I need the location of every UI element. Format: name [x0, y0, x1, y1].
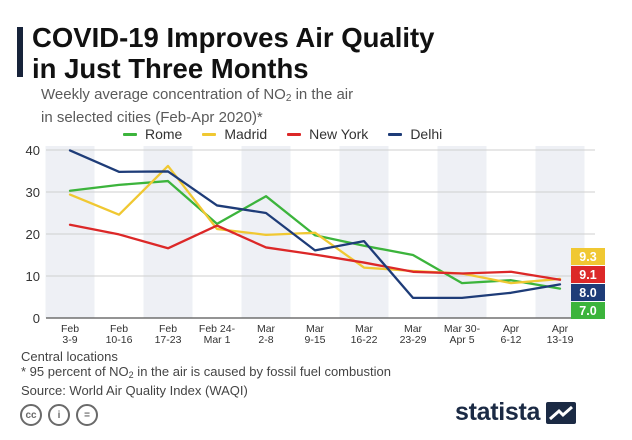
column-band [143, 146, 193, 318]
x-tick-label: Feb 17-23 [155, 323, 182, 346]
legend-label: Delhi [410, 126, 443, 142]
end-value-badge [571, 248, 605, 265]
x-tick-label: Mar 2-8 [257, 323, 276, 346]
legend-label: Rome [145, 126, 183, 142]
y-tick-label: 40 [26, 143, 40, 158]
note-fossil-fuel: * 95 percent of NO2 in the air is caused… [21, 364, 391, 383]
end-value-label: 8.0 [579, 286, 596, 300]
x-tick-label: Apr 6-12 [500, 323, 521, 346]
attribution-icon-text: i [57, 409, 61, 421]
legend-swatch [202, 132, 217, 136]
note-fossil-pre: * 95 percent of NO [21, 364, 129, 379]
subtitle-subscript: 2 [285, 93, 292, 104]
x-tick-label: Mar 9-15 [304, 323, 325, 346]
end-value-label: 7.0 [579, 304, 596, 318]
series-line-madrid [68, 164, 562, 285]
end-value-badge [571, 302, 605, 319]
y-tick-label: 0 [33, 311, 40, 326]
end-value-badge [571, 266, 605, 283]
title-line-1: COVID-19 Improves Air Quality [32, 22, 435, 53]
note-central-locations: Central locations [21, 349, 118, 364]
legend-swatch [123, 132, 137, 136]
y-tick-label: 30 [26, 185, 40, 200]
license-icons: cc i = [20, 404, 98, 426]
cc-icon-text: cc [25, 409, 37, 421]
x-tick-label: Feb 24-Mar 1 [199, 323, 236, 346]
no-derivatives-icon[interactable]: = [76, 404, 98, 426]
x-tick-label: Mar 16-22 [351, 323, 378, 346]
x-tick-label: Feb 10-16 [106, 323, 133, 346]
statista-brand[interactable]: statista [455, 398, 577, 427]
x-tick-label: Mar 23-29 [400, 323, 427, 346]
line-chart: 0 10 20 30 40 Feb 3-9 Feb 10-16 Feb 17-23 Feb 24-Ma… [26, 143, 605, 346]
legend-item: Madrid [202, 126, 267, 142]
chart-title: COVID-19 Improves Air Quality in Just Th… [32, 22, 622, 84]
series-line-delhi [68, 149, 562, 299]
legend-label: Madrid [224, 126, 268, 142]
column-band [437, 146, 487, 318]
column-band [339, 146, 389, 318]
chart-legend: Rome Madrid New York Delhi [123, 126, 442, 142]
no-derivatives-icon-text: = [84, 409, 90, 421]
column-band [45, 146, 95, 318]
legend-label: New York [309, 126, 369, 142]
x-tick-label: Apr 13-19 [547, 323, 574, 346]
title-line-2: in Just Three Months [32, 53, 309, 84]
end-value-badge [571, 284, 605, 301]
x-tick-label: Feb 3-9 [61, 323, 79, 346]
subtitle-line-1-post: in the air [291, 86, 354, 103]
note-fossil-sub: 2 [128, 370, 134, 380]
legend-swatch [388, 132, 403, 136]
legend-swatch [287, 132, 302, 136]
end-value-label: 9.1 [579, 268, 596, 282]
series-line-new-york [68, 223, 562, 281]
y-tick-label: 10 [26, 269, 40, 284]
title-accent-bar [17, 27, 23, 77]
legend-item: Rome [123, 126, 182, 142]
legend-item: New York [287, 126, 368, 142]
note-source: Source: World Air Quality Index (WAQI) [21, 383, 248, 398]
subtitle-line-1-pre: Weekly average concentration of NO [41, 86, 286, 103]
chart-subtitle: Weekly average concentration of NO2 in t… [41, 85, 561, 127]
subtitle-line-2: in selected cities (Feb-Apr 2020)* [41, 109, 263, 126]
brand-name: statista [455, 398, 541, 426]
cc-icon[interactable]: cc [20, 404, 42, 426]
note-fossil-post: in the air is caused by fossil fuel comb… [133, 364, 391, 379]
legend-item: Delhi [388, 126, 442, 142]
end-value-label: 9.3 [579, 250, 596, 264]
y-tick-label: 20 [26, 227, 40, 242]
statista-logo-icon [546, 401, 577, 424]
attribution-icon[interactable]: i [48, 404, 70, 426]
chart-notes: Central locations * 95 percent of NO2 in… [21, 349, 391, 398]
x-tick-label: Mar 30-Apr 5 [444, 323, 481, 346]
